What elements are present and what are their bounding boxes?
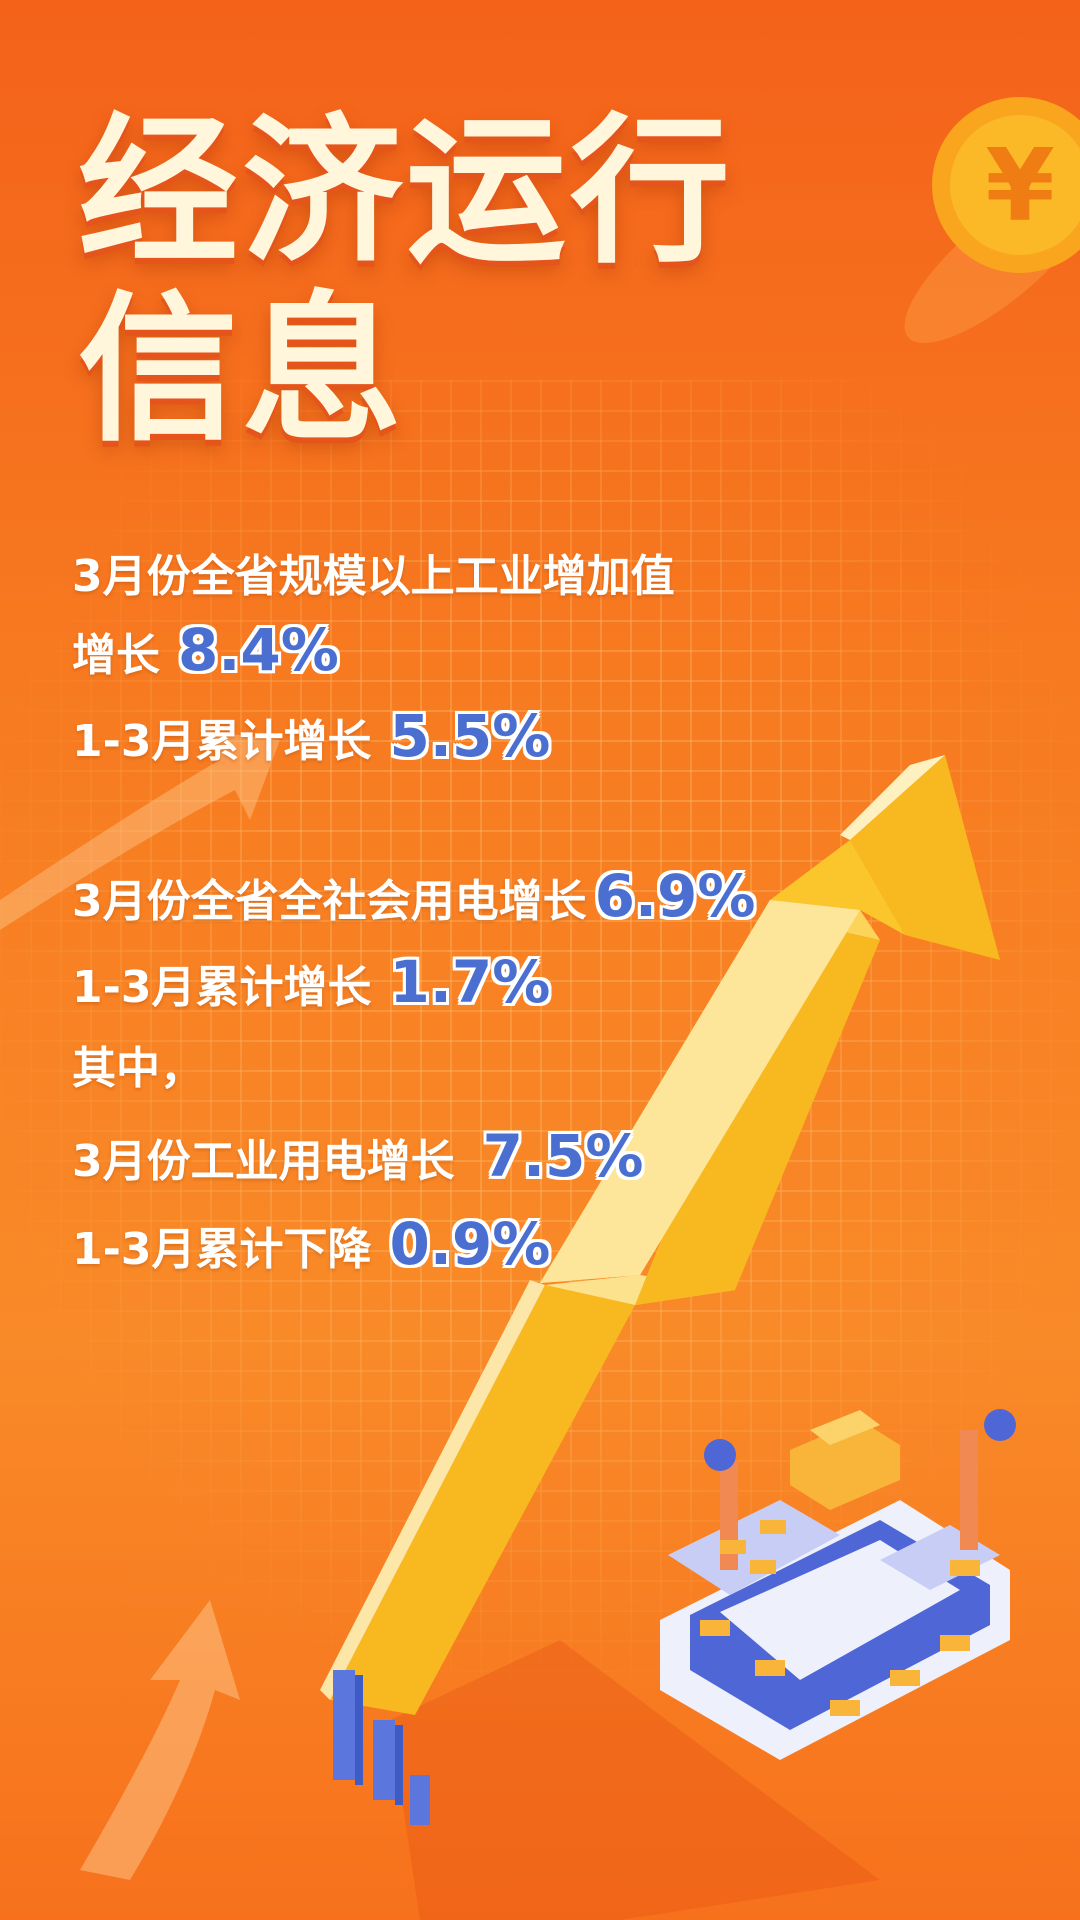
- rising-arrow-icon: [320, 755, 1000, 1715]
- industry-heading: 3月份全省规模以上工业增加值: [72, 551, 675, 602]
- faint-arrow-icon: [80, 1600, 240, 1880]
- page-title-line1: 经济运行: [78, 98, 735, 285]
- industrial-electricity-monthly: 3月份工业用电增长 7.5%: [72, 1122, 643, 1190]
- industrial-electricity-cumulative: 1-3月累计下降 0.9%: [72, 1210, 550, 1278]
- page-title-line2: 信息: [78, 276, 407, 463]
- industry-monthly-value: 8.4%: [178, 616, 339, 684]
- industry-cumulative-value: 5.5%: [389, 702, 551, 770]
- industrial-cumulative-value: 0.9%: [389, 1210, 551, 1278]
- industry-cumulative-label: 1-3月累计增长: [72, 716, 372, 767]
- electricity-cumulative-value: 1.7%: [389, 948, 551, 1016]
- svg-text:¥: ¥: [985, 127, 1055, 244]
- bar-chart-icon: [333, 1670, 430, 1825]
- industry-cumulative: 1-3月累计增长 5.5%: [72, 702, 550, 770]
- industrial-cumulative-label: 1-3月累计下降: [72, 1224, 372, 1275]
- electricity-monthly-label: 3月份全省全社会用电增长: [72, 876, 587, 927]
- yuan-coin-icon: ¥: [904, 97, 1080, 343]
- electricity-monthly-value: 6.9%: [594, 862, 756, 930]
- factory-conveyor-icon: [660, 1409, 1016, 1760]
- industry-monthly: 增长 8.4%: [72, 616, 339, 684]
- faint-arrow-icon: [0, 730, 280, 930]
- industrial-monthly-value: 7.5%: [482, 1122, 644, 1190]
- industry-monthly-label: 增长: [72, 630, 160, 681]
- electricity-cumulative-label: 1-3月累计增长: [72, 962, 372, 1013]
- electricity-monthly: 3月份全省全社会用电增长 6.9%: [72, 862, 755, 930]
- industrial-monthly-label: 3月份工业用电增长: [72, 1136, 455, 1187]
- electricity-cumulative: 1-3月累计增长 1.7%: [72, 948, 550, 1016]
- among-label: 其中，: [72, 1043, 204, 1094]
